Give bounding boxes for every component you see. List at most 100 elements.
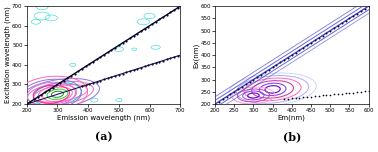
Point [342,20,349,22]
Point [101,54,107,56]
Point [160,59,166,62]
Point [366,5,372,7]
Point [342,92,349,95]
Text: (b): (b) [283,131,301,142]
Point [296,97,302,99]
Point [57,82,63,84]
Point [112,47,118,49]
Point [167,57,174,59]
Point [123,39,129,42]
Point [277,61,284,64]
Point [273,64,279,66]
Point [339,92,345,95]
Point [335,24,341,27]
Point [331,27,337,29]
Point [145,25,151,28]
Point [312,95,318,97]
Point [98,56,104,58]
Point [246,81,253,83]
Point [223,95,229,98]
Point [86,83,92,85]
Point [90,60,96,63]
Point [270,66,276,69]
Point [27,100,33,103]
Point [293,51,299,54]
Point [127,37,133,40]
Point [266,69,272,71]
Point [138,30,144,32]
Point [90,82,96,84]
Point [323,94,329,96]
Point [293,97,299,99]
Point [167,11,174,14]
Point [235,88,241,91]
Point [156,60,163,63]
X-axis label: Em(nm): Em(nm) [278,115,306,121]
Point [53,84,59,86]
Point [346,17,352,20]
Point [171,9,177,11]
Point [366,90,372,92]
X-axis label: Emission wavelength (nm): Emission wavelength (nm) [57,115,150,121]
Point [243,83,249,86]
Point [250,78,256,81]
Point [160,16,166,18]
Point [50,86,56,89]
Point [105,51,111,54]
Point [149,23,155,25]
Text: (a): (a) [94,131,112,142]
Point [304,96,310,98]
Point [350,15,356,17]
Point [362,90,368,93]
Point [346,92,352,94]
Point [350,91,356,94]
Point [149,63,155,65]
Y-axis label: Ex(nm): Ex(nm) [192,43,199,68]
Point [119,72,125,75]
Point [335,93,341,95]
Point [64,77,70,79]
Point [285,98,291,100]
Point [281,59,287,61]
Point [319,94,325,97]
Y-axis label: Excitation wavelength (nm): Excitation wavelength (nm) [4,7,11,104]
Point [98,79,104,82]
Point [71,72,77,75]
Point [327,93,333,96]
Point [83,65,89,68]
Point [175,55,181,57]
Point [39,93,45,96]
Point [101,78,107,81]
Point [304,44,310,47]
Point [94,58,100,61]
Point [119,42,125,44]
Point [285,56,291,59]
Point [354,91,360,93]
Point [35,96,41,98]
Point [83,84,89,86]
Point [31,98,37,101]
Point [116,44,122,47]
Point [358,91,364,93]
Point [216,100,222,103]
Point [79,85,85,88]
Point [331,93,337,96]
Point [175,7,181,9]
Point [42,91,48,93]
Point [46,89,52,91]
Point [300,96,306,98]
Point [319,34,325,37]
Point [323,32,329,34]
Point [156,18,163,21]
Point [130,69,136,71]
Point [142,65,148,68]
Point [327,29,333,32]
Point [164,58,170,61]
Point [138,66,144,69]
Point [227,93,233,95]
Point [153,21,159,23]
Point [68,75,74,77]
Point [130,35,136,37]
Point [312,39,318,42]
Point [142,28,148,30]
